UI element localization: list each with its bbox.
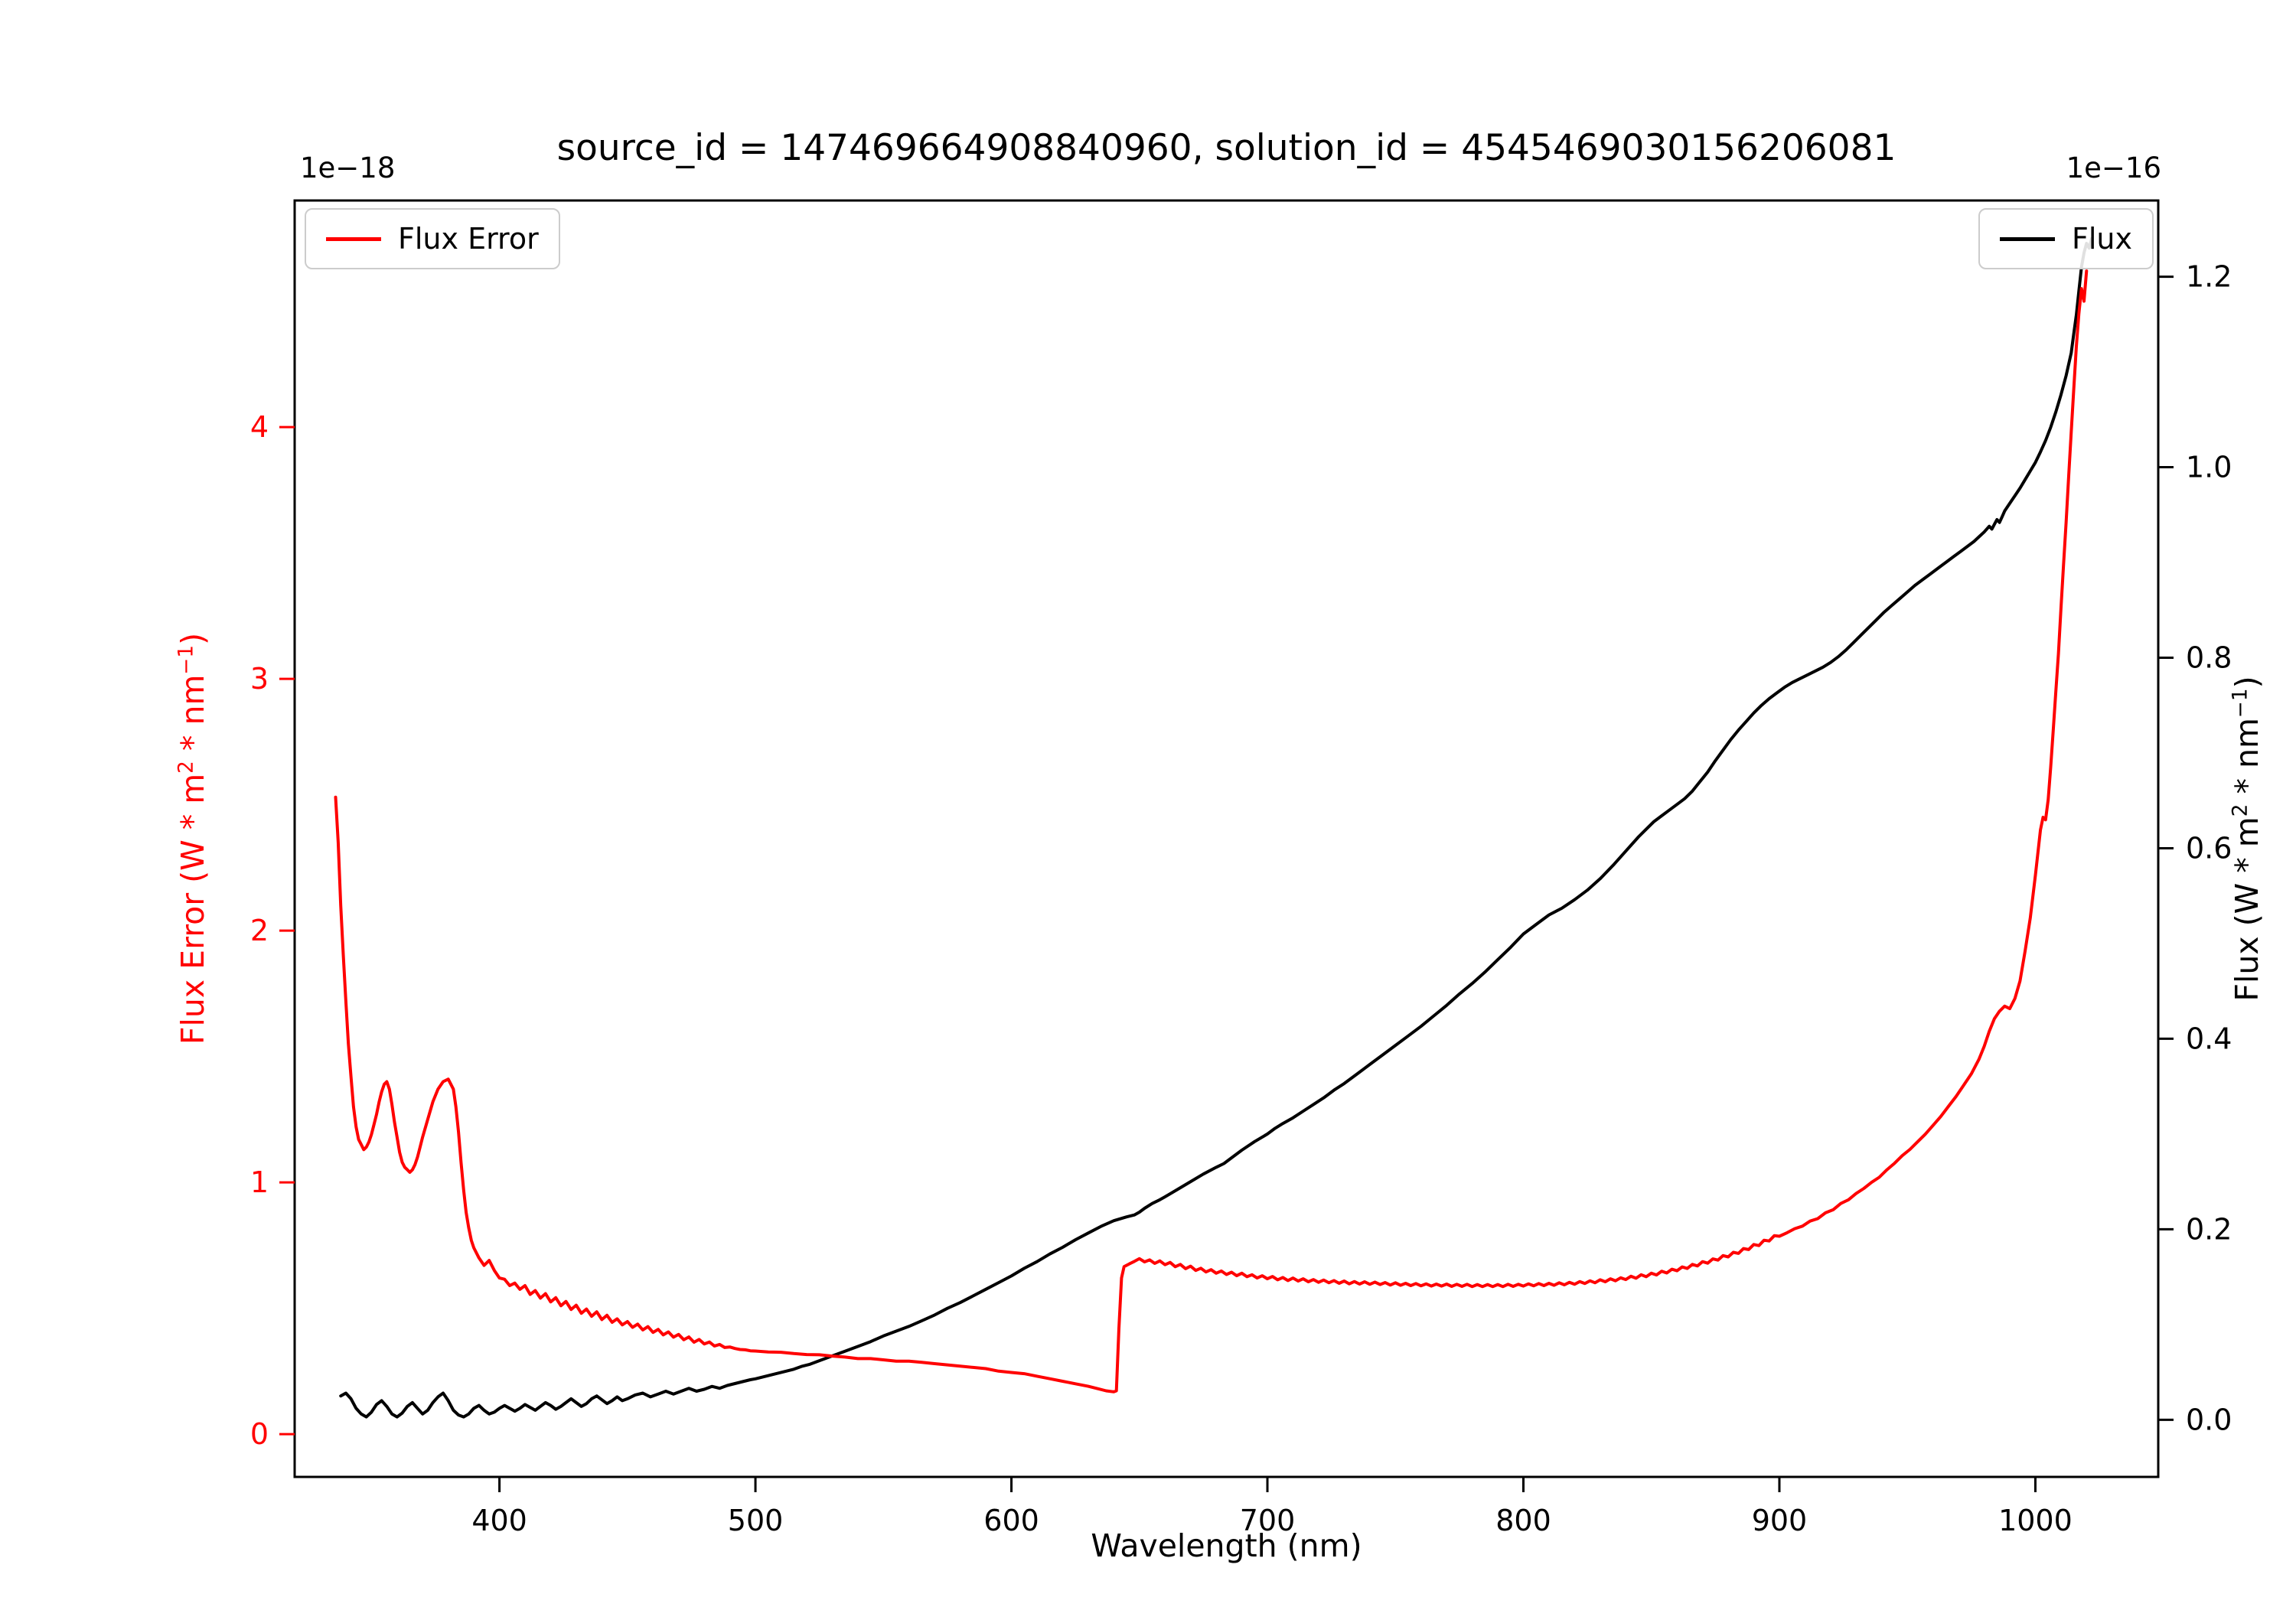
left-y-tick-label: 2 [250,914,269,947]
x-tick-label: 400 [471,1504,527,1537]
left-axis-label: Flux Error (W * m2 * nm−1) [174,633,211,1045]
right-y-tick-label: 0.6 [2186,831,2232,865]
x-tick-label: 900 [1752,1504,1808,1537]
x-tick-label: 800 [1495,1504,1551,1537]
left-axis-label-text: ) [174,632,211,645]
left-y-tick-label: 4 [250,410,269,444]
right-axis-offset: 1e−16 [2066,152,2161,184]
right-axis-label-text: Flux (W * m [2229,817,2265,1002]
axes-frame [293,199,2160,1478]
series-line-flux [339,236,2093,1419]
x-tick-label: 500 [728,1504,784,1537]
x-tick-label: 700 [1240,1504,1296,1537]
chart-title: source_id = 147469664908840960, solution… [556,127,1896,169]
right-axis-label-text: ) [2229,676,2265,689]
right-axis-label-sup: 2 [2229,804,2252,817]
left-axis-offset: 1e−18 [300,152,396,184]
legend-flux: Flux [1978,208,2154,269]
right-y-tick-label: 0.4 [2186,1022,2232,1055]
left-y-tick-label: 3 [250,662,269,696]
right-y-tick-label: 0.0 [2186,1403,2232,1436]
series-line-flux-error [334,269,2089,1393]
flux-sample-line [2000,236,2055,241]
x-axis-label: Wavelength (nm) [1091,1527,1362,1564]
right-y-tick-label: 0.2 [2186,1212,2232,1246]
legend-flux-label: Flux [2072,222,2132,256]
right-axis-label-sup: −1 [2229,688,2252,719]
left-axis-label-text: * nm [174,674,211,761]
right-y-tick-label: 1.2 [2186,260,2232,294]
right-axis-label-text: * nm [2229,718,2265,804]
right-y-tick-label: 0.8 [2186,641,2232,674]
left-y-tick-label: 1 [250,1165,269,1199]
x-tick-label: 600 [983,1504,1039,1537]
legend-flux-error-label: Flux Error [398,222,539,256]
right-y-tick-label: 1.0 [2186,451,2232,484]
legend-flux-error: Flux Error [305,208,560,269]
right-axis-label: Flux (W * m2 * nm−1) [2229,676,2265,1001]
left-axis-label-text: Flux Error (W * m [174,773,211,1045]
left-axis-label-sup: 2 [174,761,198,774]
flux-error-sample-line [326,236,381,241]
x-tick-label: 1000 [1998,1504,2073,1537]
left-y-tick-label: 0 [250,1417,269,1451]
left-axis-label-sup: −1 [174,644,198,675]
